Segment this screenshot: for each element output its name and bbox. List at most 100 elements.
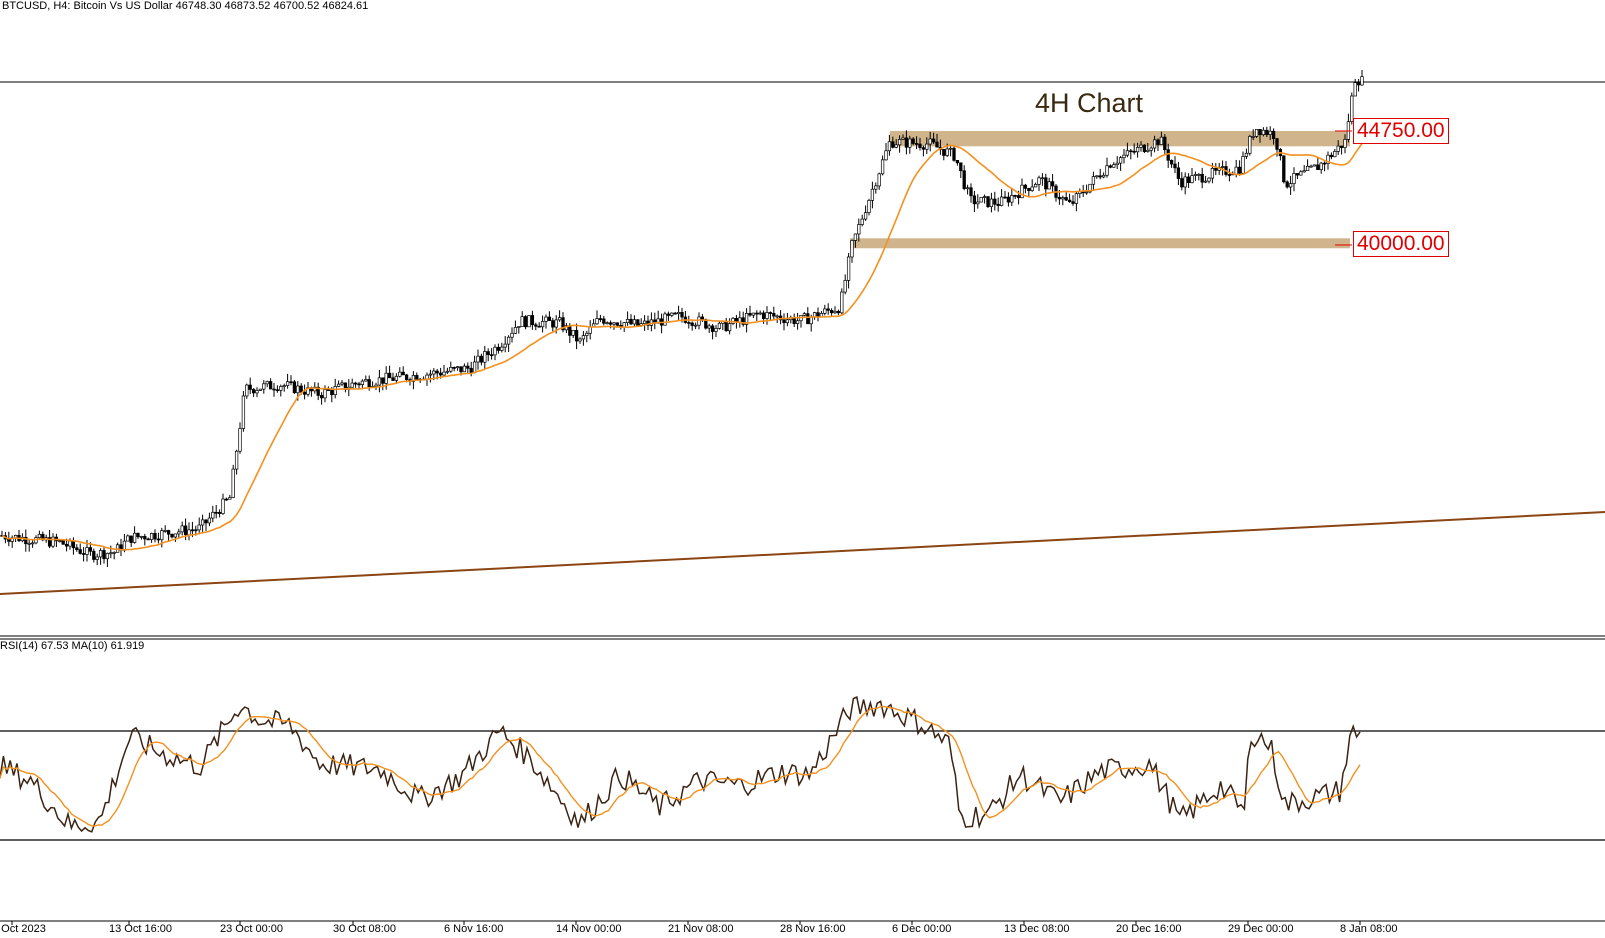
candle [853, 233, 858, 241]
candle [381, 377, 385, 384]
candle [724, 320, 728, 332]
candle [1156, 139, 1160, 145]
candle [1309, 165, 1313, 168]
candle [1299, 171, 1303, 176]
candle [581, 335, 586, 340]
candle [870, 188, 875, 201]
candle [935, 141, 939, 148]
candle [540, 321, 545, 328]
candle [1180, 178, 1184, 188]
candle [758, 312, 762, 315]
candle [449, 367, 453, 372]
candle [1288, 183, 1293, 188]
candle [510, 332, 514, 338]
candle [122, 540, 127, 551]
x-tick-label: 20 Dec 16:00 [1116, 923, 1182, 935]
candle [330, 389, 334, 396]
candle [605, 322, 609, 325]
candle [836, 310, 841, 314]
candle [642, 320, 647, 324]
candle [166, 530, 171, 535]
candle [462, 365, 467, 373]
candle [863, 212, 868, 220]
candle [1339, 145, 1344, 148]
candle [207, 517, 212, 524]
candle [551, 320, 555, 328]
candle [574, 329, 579, 342]
candle [292, 381, 297, 394]
candle [1302, 170, 1306, 173]
candle [785, 319, 790, 324]
candle [75, 547, 79, 550]
candle [782, 319, 786, 324]
candle [194, 529, 198, 532]
candle [1088, 183, 1092, 193]
candle [1186, 176, 1191, 183]
candle [360, 380, 365, 386]
candle [221, 498, 225, 514]
candle [1261, 129, 1266, 136]
candle [228, 497, 232, 500]
candle [697, 316, 701, 326]
candle [877, 173, 881, 187]
candle [37, 533, 42, 538]
candle [904, 137, 909, 148]
candle [149, 533, 154, 540]
candle [1265, 129, 1269, 135]
candle [1105, 165, 1109, 176]
candle [1169, 159, 1174, 165]
candle [1142, 144, 1147, 152]
candle [173, 533, 178, 538]
candle [255, 390, 259, 394]
candle [755, 312, 759, 315]
candle [1350, 95, 1354, 122]
candle [1132, 150, 1136, 153]
candle [1333, 151, 1337, 158]
candle [1139, 144, 1143, 148]
candle [88, 547, 93, 552]
candle [51, 536, 55, 547]
candle [1203, 180, 1208, 183]
candle [887, 141, 892, 152]
candle [1044, 177, 1048, 190]
candle [585, 332, 589, 336]
candle [234, 450, 239, 470]
candle [323, 389, 327, 399]
candle [180, 525, 184, 533]
candle [1023, 184, 1028, 189]
candle [353, 382, 358, 385]
candle [1241, 156, 1245, 174]
candle [860, 218, 864, 225]
candle [1248, 136, 1252, 154]
candle [1006, 196, 1011, 203]
candle [622, 322, 626, 328]
candle [843, 280, 847, 293]
candle [714, 328, 718, 332]
candle [71, 540, 76, 549]
candle [809, 316, 813, 325]
candle [1129, 150, 1133, 153]
candle [1312, 164, 1317, 167]
candle [680, 312, 684, 318]
level-label-44750: 44750.00 [1353, 118, 1449, 144]
candle [177, 531, 181, 535]
candle [289, 381, 293, 384]
candle [867, 200, 871, 213]
candle [282, 385, 286, 387]
candle [374, 384, 378, 387]
x-tick-label: 21 Nov 08:00 [668, 923, 734, 935]
candle [537, 325, 541, 328]
candle [561, 317, 565, 331]
candle [432, 370, 436, 375]
candle [1360, 76, 1364, 86]
candle [129, 535, 133, 543]
candle [1176, 167, 1181, 179]
x-tick-label: 13 Dec 08:00 [1004, 923, 1070, 935]
candle [1322, 162, 1327, 165]
candle [299, 385, 303, 393]
candle [523, 316, 528, 328]
candle [982, 196, 987, 198]
candle [1244, 152, 1249, 157]
candle [483, 351, 487, 363]
